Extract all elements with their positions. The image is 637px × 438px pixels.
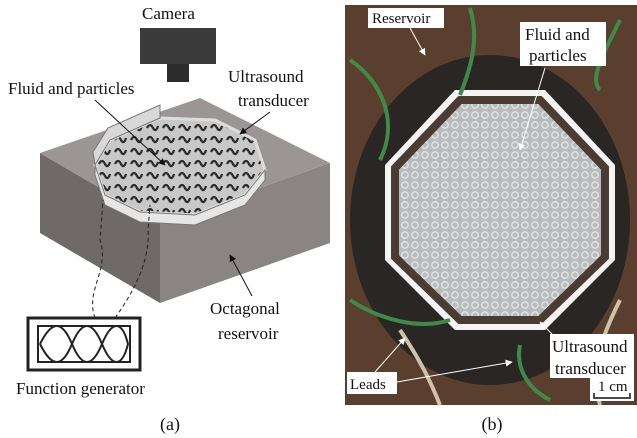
label: Ultrasound xyxy=(552,337,628,356)
label: Ultrasound xyxy=(228,67,304,86)
label: Fluid and particles xyxy=(8,79,135,98)
camera-body xyxy=(140,28,216,64)
label: transducer xyxy=(555,359,626,378)
label: Fluid and xyxy=(525,25,590,44)
function-generator-screen xyxy=(38,326,130,362)
camera-lens xyxy=(167,64,189,82)
label: transducer xyxy=(238,91,309,110)
caption: (a) xyxy=(160,414,180,435)
label: Reservoir xyxy=(372,11,430,27)
caption: (b) xyxy=(482,414,503,435)
label: Function generator xyxy=(16,379,145,398)
label: reservoir xyxy=(218,324,279,343)
panel-a: Camera Fluid and particles Ultrasound tr… xyxy=(8,4,330,435)
fluid-photo xyxy=(395,100,605,320)
label: Octagonal xyxy=(210,299,280,318)
scale-label: 1 cm xyxy=(598,379,628,395)
figure: Camera Fluid and particles Ultrasound tr… xyxy=(0,0,637,438)
panel-b: Reservoir Fluid and particles Ultrasound… xyxy=(345,5,637,435)
label: particles xyxy=(529,46,587,65)
label: Leads xyxy=(350,377,386,393)
label: Camera xyxy=(142,4,195,23)
